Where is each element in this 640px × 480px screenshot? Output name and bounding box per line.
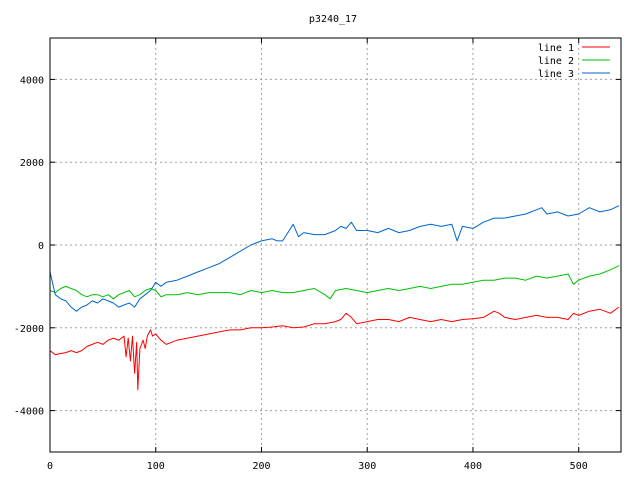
legend-label-2: line 2 <box>538 56 574 67</box>
x-tick-label: 400 <box>464 461 482 472</box>
x-tick-label: 300 <box>358 461 376 472</box>
legend-label-3: line 3 <box>538 69 574 80</box>
y-tick-label: 4000 <box>20 75 44 86</box>
y-tick-label: 2000 <box>20 158 44 169</box>
legend-label-1: line 1 <box>538 43 574 54</box>
plot-series <box>49 205 620 391</box>
chart-title: p3240_17 <box>309 14 357 25</box>
x-tick-label: 500 <box>570 461 588 472</box>
axis-ticks: 0 100 200 300 400 500 -4000 -2000 0 2000 4000 <box>14 38 621 472</box>
series-line-1 <box>49 306 620 391</box>
y-tick-label: 0 <box>38 241 44 252</box>
series-line-3 <box>49 205 620 312</box>
x-tick-label: 0 <box>47 461 53 472</box>
y-tick-label: -2000 <box>14 324 44 335</box>
grid-lines <box>50 38 621 452</box>
x-tick-label: 200 <box>252 461 270 472</box>
x-tick-label: 100 <box>147 461 165 472</box>
legend: line 1 line 2 line 3 <box>538 43 610 80</box>
y-tick-label: -4000 <box>14 407 44 418</box>
series-line-2 <box>49 265 620 300</box>
